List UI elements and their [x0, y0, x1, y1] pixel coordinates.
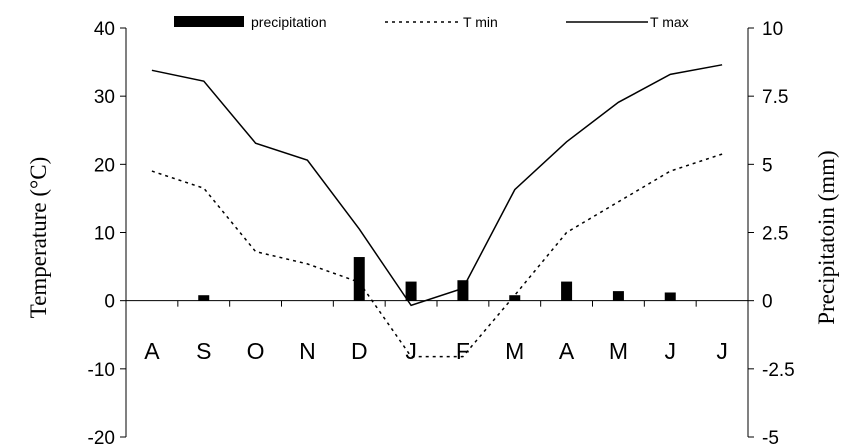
month-label: D — [351, 338, 368, 364]
right-tick-label: 7.5 — [762, 87, 788, 108]
right-tick-label: 0 — [762, 292, 773, 313]
precipitation-bar — [457, 280, 469, 301]
legend-label: precipitation — [251, 14, 327, 30]
month-label: M — [505, 338, 524, 364]
month-label: O — [247, 338, 265, 364]
left-tick-label: 0 — [104, 292, 115, 313]
left-tick-label: 40 — [94, 19, 115, 40]
axis-labels: A S O N D J F M A M J J Temperature (°C) Precipitatoi… — [26, 150, 839, 364]
month-label: J — [716, 338, 728, 364]
right-tick-label: 10 — [762, 19, 783, 40]
left-tick-label: -10 — [88, 360, 115, 381]
month-label: N — [299, 338, 316, 364]
tmax-line — [151, 64, 723, 307]
month-label: A — [144, 338, 160, 364]
right-tick-label: 2.5 — [762, 224, 788, 245]
left-tick-label: -20 — [88, 428, 115, 448]
precipitation-bar — [664, 292, 676, 301]
precipitation-bar — [198, 295, 210, 301]
temperature-lines — [151, 64, 723, 358]
month-label: A — [559, 338, 575, 364]
precipitation-bars — [198, 257, 676, 301]
legend-precipitation-swatch — [174, 16, 244, 27]
month-label: J — [405, 338, 417, 364]
right-tick-label: -5 — [762, 428, 779, 448]
right-tick-label: -2.5 — [762, 360, 795, 381]
right-tick-label: 5 — [762, 155, 773, 176]
left-tick-label: 10 — [94, 224, 115, 245]
left-axis-title: Temperature (°C) — [26, 157, 51, 318]
precipitation-bar — [612, 291, 624, 301]
left-tick-label: 20 — [94, 155, 115, 176]
month-label: F — [456, 338, 470, 364]
left-tick-label: 30 — [94, 87, 115, 108]
legend-label: T min — [463, 14, 498, 30]
legend-label: T max — [650, 14, 689, 30]
month-label: M — [609, 338, 628, 364]
precipitation-bar — [509, 295, 521, 301]
tmin-line — [151, 153, 723, 358]
precipitation-bar — [405, 281, 417, 301]
chart-axes: 40 30 20 10 0 -10 -20 10 7.5 5 2.5 0 -2.5 -5 — [88, 19, 795, 448]
month-label: J — [665, 338, 677, 364]
right-axis-title: Precipitatoin (mm) — [814, 150, 839, 324]
precipitation-bar — [561, 281, 573, 301]
legend: precipitation T min T max — [174, 14, 689, 30]
month-label: S — [196, 338, 211, 364]
precipitation-bar — [353, 257, 365, 301]
